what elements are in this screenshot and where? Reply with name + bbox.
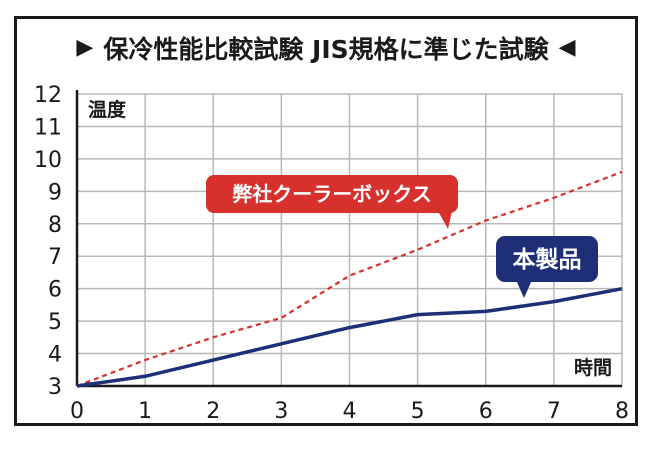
y-tick-label: 9 (48, 180, 62, 205)
x-axis-label: 時間 (574, 357, 612, 379)
callout-product-pointer (516, 280, 532, 298)
y-tick-label: 12 (34, 83, 62, 108)
y-tick-label: 11 (34, 115, 62, 140)
x-tick-label: 5 (411, 399, 425, 424)
y-tick-label: 4 (48, 343, 62, 368)
y-tick-label: 8 (48, 213, 62, 238)
series-line-1 (76, 170, 623, 388)
callout-product-box (496, 236, 598, 282)
x-tick-label: 3 (274, 399, 288, 424)
x-tick-label: 7 (547, 399, 561, 424)
callout-competitor-box (206, 175, 458, 213)
y-tick-label: 3 (48, 375, 62, 400)
x-tick-label: 8 (615, 399, 629, 424)
x-tick-label: 2 (206, 399, 220, 424)
y-tick-label: 10 (34, 148, 62, 173)
x-tick-label: 6 (479, 399, 493, 424)
chart-frame (14, 16, 638, 426)
chart-title: 保冷性能比較試験 JIS規格に準じた試験 (103, 35, 549, 64)
callout-product: 本製品 (496, 236, 598, 298)
callout-competitor-pointer (438, 211, 452, 229)
callout-competitor-label: 弊社クーラーボックス (232, 182, 431, 206)
x-tick-label: 4 (343, 399, 357, 424)
chart-title-row: ▶ 保冷性能比較試験 JIS規格に準じた試験 ◀ (14, 30, 638, 66)
y-axis-label: 温度 (88, 98, 127, 121)
callout-product-label: 本製品 (513, 246, 582, 273)
x-tick-label: 0 (70, 399, 84, 424)
title-left-marker: ▶ (76, 35, 94, 60)
y-tick-label: 7 (48, 245, 62, 270)
y-tick-label: 5 (48, 310, 62, 335)
callout-competitor: 弊社クーラーボックス (206, 175, 458, 229)
y-tick-label: 6 (48, 278, 62, 303)
title-right-marker: ◀ (558, 35, 576, 60)
x-tick-label: 1 (138, 399, 152, 424)
